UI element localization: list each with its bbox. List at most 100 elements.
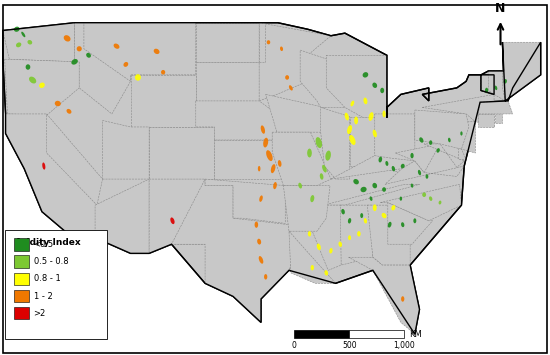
Ellipse shape — [380, 88, 384, 93]
Polygon shape — [289, 231, 336, 283]
Polygon shape — [488, 71, 505, 101]
Text: Aridity Index: Aridity Index — [15, 238, 80, 247]
Ellipse shape — [373, 130, 377, 137]
Ellipse shape — [360, 213, 363, 218]
Polygon shape — [47, 114, 102, 205]
Ellipse shape — [317, 244, 321, 250]
Ellipse shape — [378, 157, 382, 163]
Ellipse shape — [258, 166, 261, 171]
Ellipse shape — [448, 138, 450, 142]
Ellipse shape — [392, 205, 395, 211]
Bar — [14, 255, 29, 268]
Ellipse shape — [485, 88, 488, 93]
Polygon shape — [495, 114, 502, 123]
Bar — [14, 290, 29, 302]
Ellipse shape — [64, 35, 70, 42]
FancyBboxPatch shape — [6, 230, 107, 339]
Ellipse shape — [338, 241, 342, 247]
Polygon shape — [272, 132, 331, 186]
Ellipse shape — [422, 192, 426, 197]
Ellipse shape — [76, 46, 82, 51]
Ellipse shape — [364, 98, 367, 104]
Ellipse shape — [21, 32, 25, 37]
Polygon shape — [259, 23, 265, 62]
Polygon shape — [196, 23, 259, 62]
Ellipse shape — [353, 179, 359, 184]
Ellipse shape — [170, 218, 174, 224]
Polygon shape — [388, 203, 432, 244]
Ellipse shape — [382, 213, 387, 218]
Text: 0: 0 — [292, 341, 296, 350]
Ellipse shape — [263, 138, 268, 147]
Ellipse shape — [259, 195, 263, 202]
Ellipse shape — [72, 59, 78, 65]
Ellipse shape — [401, 296, 404, 302]
Ellipse shape — [347, 125, 352, 134]
Polygon shape — [395, 144, 440, 173]
Ellipse shape — [55, 101, 61, 106]
Polygon shape — [4, 59, 79, 115]
Ellipse shape — [368, 112, 373, 121]
Ellipse shape — [264, 274, 267, 279]
Polygon shape — [459, 143, 466, 159]
Ellipse shape — [329, 248, 333, 253]
Polygon shape — [149, 127, 214, 179]
Polygon shape — [300, 50, 354, 108]
Polygon shape — [478, 101, 513, 114]
Bar — [349, 331, 404, 338]
Ellipse shape — [372, 83, 377, 88]
Ellipse shape — [411, 184, 414, 188]
Text: KM: KM — [409, 330, 421, 339]
Ellipse shape — [320, 173, 323, 180]
Text: >2: >2 — [34, 309, 46, 318]
Ellipse shape — [357, 231, 361, 236]
Ellipse shape — [348, 235, 351, 240]
Ellipse shape — [460, 131, 463, 136]
Ellipse shape — [364, 218, 367, 224]
Ellipse shape — [382, 110, 386, 117]
Ellipse shape — [67, 109, 72, 114]
Polygon shape — [259, 23, 331, 101]
Bar — [14, 307, 29, 320]
Ellipse shape — [29, 77, 36, 83]
Polygon shape — [321, 108, 350, 179]
Polygon shape — [478, 114, 494, 127]
Polygon shape — [331, 155, 415, 179]
Ellipse shape — [372, 183, 377, 189]
Ellipse shape — [123, 62, 128, 67]
Ellipse shape — [401, 222, 404, 227]
Text: 0.5 - 0.8: 0.5 - 0.8 — [34, 257, 68, 266]
Ellipse shape — [258, 256, 263, 264]
Text: 0.8 - 1: 0.8 - 1 — [34, 274, 60, 283]
Text: 1 - 2: 1 - 2 — [34, 291, 52, 301]
Ellipse shape — [310, 195, 314, 202]
Polygon shape — [503, 42, 541, 101]
Ellipse shape — [437, 148, 440, 153]
Ellipse shape — [362, 72, 368, 77]
Polygon shape — [326, 55, 387, 118]
Ellipse shape — [382, 187, 386, 192]
Ellipse shape — [280, 47, 283, 51]
Polygon shape — [415, 110, 469, 149]
Text: 500: 500 — [342, 341, 356, 350]
Polygon shape — [375, 114, 415, 173]
Polygon shape — [130, 75, 196, 127]
Ellipse shape — [348, 218, 351, 224]
Ellipse shape — [322, 165, 327, 173]
Ellipse shape — [311, 265, 314, 271]
Ellipse shape — [14, 27, 20, 32]
Ellipse shape — [161, 70, 165, 75]
Polygon shape — [3, 23, 541, 334]
Bar — [294, 331, 349, 338]
Polygon shape — [3, 23, 75, 62]
Ellipse shape — [273, 182, 277, 189]
Polygon shape — [350, 116, 375, 166]
Ellipse shape — [360, 187, 367, 192]
Polygon shape — [340, 205, 373, 265]
Ellipse shape — [401, 164, 405, 168]
Text: <0.5: <0.5 — [34, 240, 54, 249]
Text: 1,000: 1,000 — [393, 341, 415, 350]
Text: N: N — [496, 2, 505, 15]
Polygon shape — [385, 161, 464, 184]
Ellipse shape — [28, 40, 32, 44]
